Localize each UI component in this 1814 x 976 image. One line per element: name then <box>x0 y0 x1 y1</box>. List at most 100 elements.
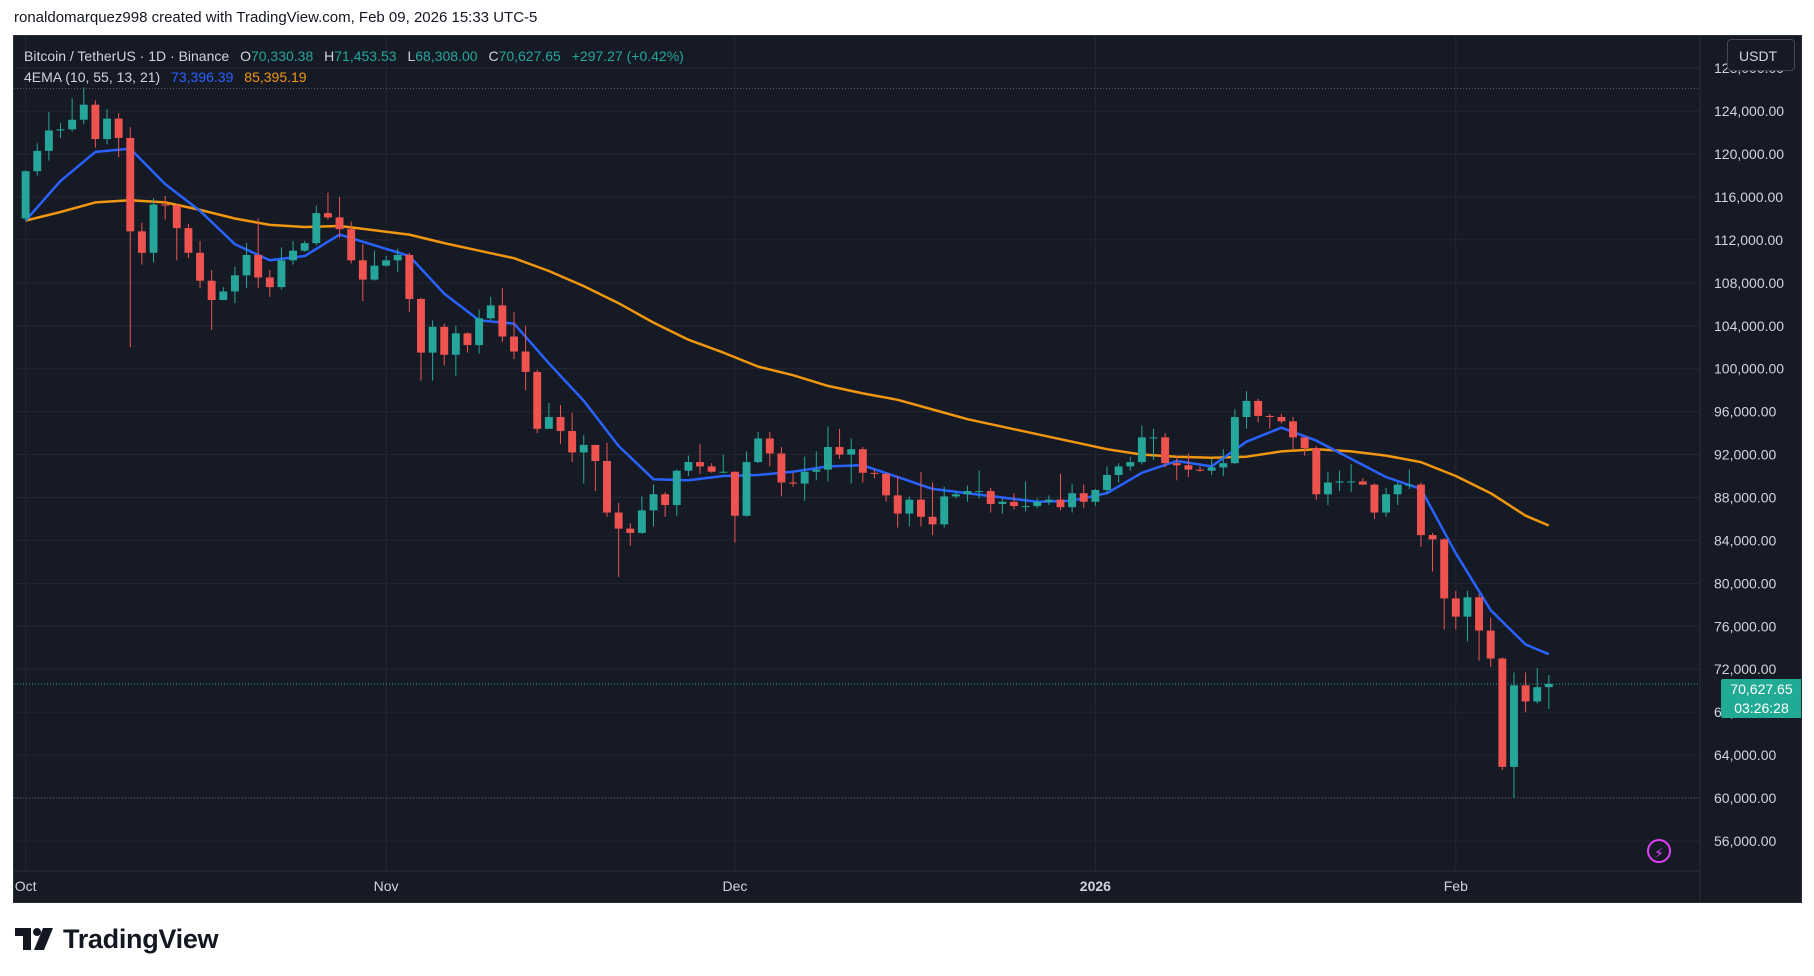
candle-body <box>916 499 925 517</box>
y-tick-label: 60,000.00 <box>1714 790 1776 806</box>
candle-body <box>1405 484 1414 486</box>
price-chart[interactable]: 56,000.0060,000.0064,000.0068,000.0072,0… <box>14 36 1801 902</box>
candle-body <box>1498 658 1507 767</box>
candle-body <box>207 280 216 301</box>
candle-body <box>254 254 263 278</box>
chart-legend: Bitcoin / TetherUS · 1D · Binance O70,33… <box>24 46 684 88</box>
symbol-title[interactable]: Bitcoin / TetherUS · 1D · Binance <box>24 48 230 64</box>
tradingview-wordmark: TradingView <box>63 923 219 954</box>
candle-body <box>928 516 937 525</box>
candle-body <box>1254 400 1263 416</box>
last-price-value: 70,627.65 <box>1730 681 1793 697</box>
candle-body <box>417 298 425 353</box>
lightning-icon[interactable]: ⚡ <box>1647 839 1671 863</box>
change-value: +297.27 (+0.42%) <box>571 48 684 64</box>
candle-body <box>382 260 391 266</box>
candle-body <box>1044 499 1053 502</box>
candle-body <box>172 205 181 229</box>
candle-body <box>800 471 809 484</box>
candle-body <box>626 528 635 533</box>
candle-body <box>498 305 507 337</box>
candle-body <box>300 243 309 251</box>
chart-attribution: ronaldomarquez998 created with TradingVi… <box>14 9 538 26</box>
candle-body <box>312 213 321 244</box>
x-tick-label: Feb <box>1444 878 1468 894</box>
candle-body <box>579 444 588 453</box>
candle-body <box>335 217 344 230</box>
candle-body <box>196 252 204 281</box>
candle-body <box>707 466 716 472</box>
candle-body <box>405 254 414 299</box>
candle-body <box>1242 400 1251 418</box>
chart-background <box>14 36 1801 902</box>
indicator-title[interactable]: 4EMA (10, 55, 13, 21) <box>24 69 161 85</box>
candle-body <box>103 118 111 140</box>
candle-body <box>79 104 88 120</box>
candle-body <box>696 462 704 467</box>
candle-body <box>1486 630 1495 659</box>
candle-body <box>765 438 774 454</box>
currency-selector[interactable]: USDT <box>1727 39 1795 71</box>
candle-body <box>568 430 577 453</box>
candle-body <box>893 495 902 514</box>
candle-body <box>1184 465 1193 470</box>
y-tick-label: 124,000.00 <box>1714 103 1784 119</box>
candle-body <box>44 130 53 151</box>
candle-body <box>975 491 984 493</box>
candle-body <box>905 499 914 514</box>
x-tick-label: Nov <box>374 878 399 894</box>
candle-body <box>882 473 891 496</box>
y-tick-label: 76,000.00 <box>1714 618 1776 634</box>
candle-body <box>1335 481 1344 483</box>
close-label: C <box>488 48 499 64</box>
tradingview-logo[interactable]: TradingView <box>15 923 219 954</box>
high-value: 71,453.53 <box>334 48 397 64</box>
candle-body <box>1440 539 1449 599</box>
chart-panel[interactable]: 56,000.0060,000.0064,000.0068,000.0072,0… <box>13 35 1802 903</box>
indicator-legend-row: 4EMA (10, 55, 13, 21) 73,396.39 85,395.1… <box>24 67 684 88</box>
candle-body <box>1172 463 1181 466</box>
candle-body <box>370 265 379 280</box>
open-label: O <box>240 48 251 64</box>
candle-body <box>1451 598 1460 617</box>
candle-body <box>1103 474 1111 490</box>
candle-body <box>1347 481 1356 483</box>
candle-body <box>1219 463 1228 468</box>
candle-body <box>451 333 460 355</box>
candle-body <box>1289 421 1297 438</box>
candle-body <box>1230 417 1239 464</box>
candle-body <box>823 447 832 470</box>
candle-body <box>1382 494 1391 513</box>
candle-body <box>91 104 100 140</box>
y-tick-label: 84,000.00 <box>1714 532 1776 548</box>
candle-body <box>1428 535 1437 540</box>
candle-body <box>1021 506 1030 508</box>
candle-body <box>1137 437 1146 463</box>
candle-body <box>486 305 495 319</box>
candle-body <box>1056 499 1065 508</box>
candle-body <box>149 204 158 253</box>
y-tick-label: 96,000.00 <box>1714 404 1776 420</box>
candle-body <box>126 137 135 232</box>
y-tick-label: 100,000.00 <box>1714 361 1784 377</box>
candle-body <box>1358 481 1367 485</box>
candle-body <box>847 449 856 455</box>
candle-body <box>428 326 437 353</box>
candle-body <box>1079 493 1088 502</box>
candle-body <box>1010 501 1018 507</box>
candle-body <box>951 494 960 497</box>
candle-body <box>649 494 658 511</box>
candle-body <box>1196 469 1204 471</box>
candle-body <box>672 470 681 506</box>
candle-body <box>754 438 763 463</box>
candle-body <box>789 482 798 484</box>
x-tick-label: Oct <box>15 878 37 894</box>
candle-body <box>1126 462 1135 467</box>
candle-body <box>998 501 1007 504</box>
candle-body <box>1114 466 1123 475</box>
candle-body <box>510 336 518 352</box>
candle-body <box>544 417 553 429</box>
x-tick-label: 2026 <box>1080 878 1111 894</box>
candle-body <box>858 449 867 473</box>
candle-body <box>277 260 286 288</box>
